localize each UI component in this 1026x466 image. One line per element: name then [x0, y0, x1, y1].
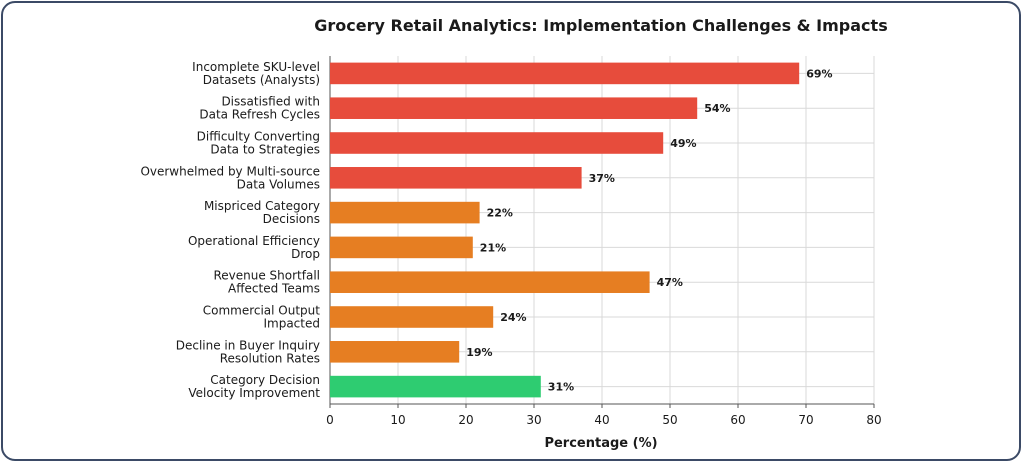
category-label: Decisions [263, 212, 320, 226]
data-label: 21% [480, 241, 506, 254]
category-label: Data to Strategies [210, 143, 320, 157]
x-tick-label: 40 [594, 413, 609, 427]
bar [330, 167, 582, 189]
chart-title: Grocery Retail Analytics: Implementation… [314, 16, 887, 35]
data-label: 22% [487, 207, 513, 220]
data-label: 47% [657, 276, 683, 289]
x-tick-label: 20 [458, 413, 473, 427]
bar [330, 97, 698, 119]
data-label: 54% [704, 102, 730, 115]
category-label: Difficulty Converting [197, 130, 320, 144]
category-label: Resolution Rates [220, 351, 320, 365]
category-label: Data Refresh Cycles [199, 108, 320, 122]
data-label: 49% [670, 137, 696, 150]
category-label: Velocity Improvement [188, 386, 320, 400]
data-label: 24% [500, 311, 526, 324]
x-tick-label: 50 [662, 413, 677, 427]
bars [330, 62, 800, 398]
x-tick-label: 0 [326, 413, 334, 427]
x-tick-label: 80 [866, 413, 881, 427]
data-label: 19% [466, 346, 492, 359]
category-label: Drop [291, 247, 320, 261]
category-label: Affected Teams [228, 282, 320, 296]
data-labels: 69% 54% 49% 37% 22% 21% 47% 24% 19% 31% [466, 67, 832, 393]
bar [330, 62, 800, 85]
x-tick-label: 30 [526, 413, 541, 427]
category-label: Commercial Output [203, 304, 321, 318]
bar [330, 306, 494, 328]
bar [330, 341, 460, 363]
x-tick-label: 60 [730, 413, 745, 427]
category-label: Datasets (Analysts) [203, 73, 320, 87]
data-label: 69% [806, 67, 832, 80]
category-label: Mispriced Category [204, 199, 320, 213]
bar [330, 201, 480, 224]
category-label: Decline in Buyer Inquiry [176, 338, 320, 352]
x-tick-label: 10 [390, 413, 405, 427]
category-label: Dissatisfied with [221, 95, 320, 109]
bar [330, 236, 473, 259]
data-label: 37% [589, 172, 615, 185]
category-label: Revenue Shortfall [213, 269, 320, 283]
bar [330, 271, 650, 293]
category-label: Incomplete SKU-level [192, 60, 320, 74]
data-label: 31% [548, 381, 574, 394]
category-label: Impacted [263, 317, 320, 331]
bar [330, 375, 541, 398]
x-axis-label: Percentage (%) [544, 436, 657, 451]
bar [330, 132, 664, 154]
x-tick-label: 70 [798, 413, 813, 427]
category-label: Category Decision [210, 373, 320, 387]
category-label: Overwhelmed by Multi-source [140, 164, 320, 178]
x-tick-labels: 0 10 20 30 40 50 60 70 80 [326, 413, 881, 427]
category-label: Operational Efficiency [188, 234, 320, 248]
category-label: Data Volumes [237, 177, 320, 191]
